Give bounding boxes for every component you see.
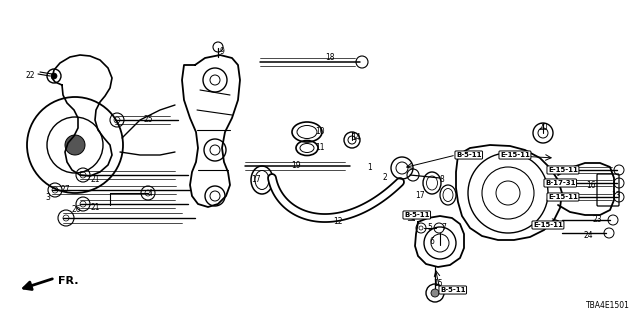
Text: 20: 20 <box>538 124 548 132</box>
Text: E-15-11: E-15-11 <box>533 222 563 228</box>
Text: 24: 24 <box>583 231 593 241</box>
Text: 12: 12 <box>333 218 343 227</box>
Text: E-15-11: E-15-11 <box>548 194 578 200</box>
Text: 14: 14 <box>351 133 361 142</box>
Text: 27: 27 <box>60 186 70 195</box>
Circle shape <box>51 73 57 79</box>
Text: 17: 17 <box>415 190 425 199</box>
Text: 4: 4 <box>148 188 152 197</box>
Text: 13: 13 <box>611 190 621 199</box>
Text: 26: 26 <box>71 205 81 214</box>
Text: 23: 23 <box>592 215 602 225</box>
Text: 11: 11 <box>316 143 324 153</box>
Text: B-5-11: B-5-11 <box>440 287 465 293</box>
Text: 21: 21 <box>90 175 100 185</box>
Text: TBA4E1501: TBA4E1501 <box>586 301 630 310</box>
FancyBboxPatch shape <box>597 174 619 206</box>
Text: B-5-11: B-5-11 <box>404 212 429 218</box>
Circle shape <box>431 289 439 297</box>
Text: E-15-11: E-15-11 <box>548 167 578 173</box>
Text: 22: 22 <box>25 70 35 79</box>
Text: 17: 17 <box>251 175 261 185</box>
Text: 16: 16 <box>586 180 596 189</box>
Text: 9: 9 <box>220 47 225 57</box>
Text: 25: 25 <box>143 116 153 124</box>
Text: 3: 3 <box>45 194 51 203</box>
Text: 5: 5 <box>428 223 433 233</box>
Text: 15: 15 <box>433 279 443 289</box>
Text: 1: 1 <box>367 163 372 172</box>
Text: B-5-11: B-5-11 <box>456 152 481 158</box>
Text: E-15-11: E-15-11 <box>500 152 530 158</box>
Text: B-17-31: B-17-31 <box>545 180 575 186</box>
Text: 2: 2 <box>383 173 387 182</box>
Text: 10: 10 <box>315 127 325 137</box>
Text: 19: 19 <box>291 162 301 171</box>
Text: FR.: FR. <box>58 276 79 286</box>
Text: 21: 21 <box>90 204 100 212</box>
Text: 6: 6 <box>429 237 435 246</box>
Text: 8: 8 <box>440 175 444 185</box>
Circle shape <box>65 135 85 155</box>
Text: 18: 18 <box>325 53 335 62</box>
Text: 7: 7 <box>442 223 447 233</box>
